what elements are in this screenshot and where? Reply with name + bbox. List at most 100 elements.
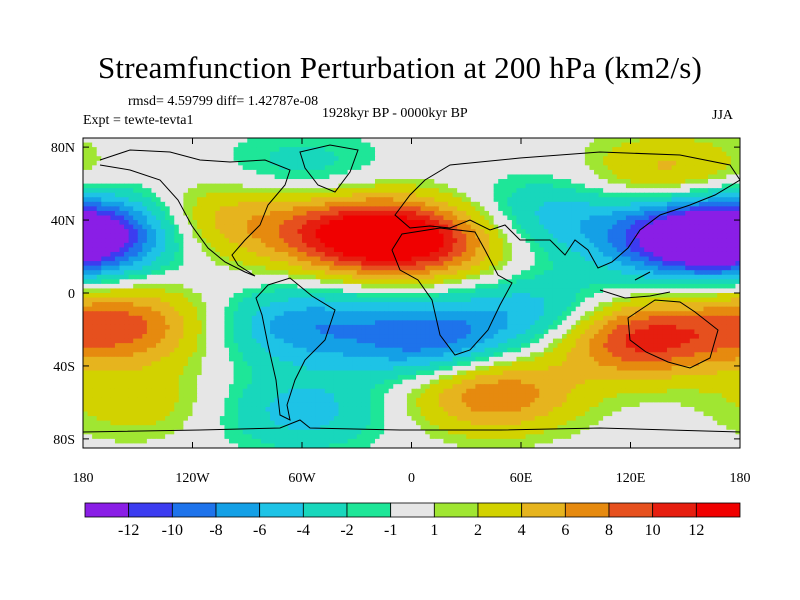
field-cell <box>644 288 650 294</box>
field-cell <box>594 229 600 235</box>
field-cell <box>580 206 586 212</box>
field-cell <box>370 274 376 280</box>
field-cell <box>160 147 166 153</box>
field-cell <box>128 283 134 290</box>
field-cell <box>493 206 499 212</box>
field-cell <box>215 147 221 153</box>
field-cell <box>443 188 449 194</box>
field-cell <box>352 247 358 253</box>
field-cell <box>539 279 545 285</box>
field-cell <box>101 229 107 235</box>
field-cell <box>607 179 613 185</box>
field-cell <box>557 183 563 189</box>
field-cell <box>384 238 390 244</box>
field-cell <box>671 288 677 294</box>
field-cell <box>676 247 682 253</box>
field-cell <box>662 265 668 271</box>
field-cell <box>730 215 737 221</box>
field-cell <box>302 247 308 253</box>
field-cell <box>197 283 203 290</box>
field-cell <box>219 151 226 157</box>
field-cell <box>229 233 235 239</box>
field-cell <box>594 169 600 176</box>
field-cell <box>694 261 700 267</box>
field-cell <box>156 210 162 217</box>
field-cell <box>242 147 248 153</box>
field-cell <box>288 270 294 276</box>
field-cell <box>657 238 664 244</box>
field-cell <box>260 288 267 294</box>
field-cell <box>552 156 559 162</box>
field-cell <box>457 197 463 203</box>
field-cell <box>562 274 568 280</box>
field-cell <box>201 183 207 189</box>
field-cell <box>324 151 330 157</box>
field-cell <box>137 274 143 280</box>
field-cell <box>708 215 714 221</box>
field-cell <box>667 279 673 285</box>
field-cell <box>530 274 536 280</box>
field-cell <box>388 265 394 271</box>
field-cell <box>238 165 244 171</box>
field-cell <box>260 151 267 157</box>
field-cell <box>644 251 650 258</box>
field-cell <box>575 183 581 189</box>
field-cell <box>584 210 591 217</box>
field-cell <box>635 238 641 244</box>
field-cell <box>438 293 445 299</box>
field-cell <box>657 147 664 153</box>
field-cell <box>92 270 98 276</box>
field-cell <box>133 220 139 226</box>
field-cell <box>105 283 111 290</box>
field-cell <box>279 192 285 198</box>
field-cell <box>128 169 134 176</box>
field-cell <box>393 147 399 153</box>
field-cell <box>229 179 235 185</box>
field-cell <box>530 183 536 189</box>
field-cell <box>420 210 426 217</box>
field-cell <box>260 138 267 144</box>
field-cell <box>124 138 130 144</box>
field-cell <box>698 138 705 144</box>
field-cell <box>92 233 98 239</box>
field-cell <box>110 274 116 280</box>
field-cell <box>324 270 330 276</box>
field-cell <box>653 201 659 207</box>
field-cell <box>516 251 522 258</box>
field-cell <box>726 274 732 280</box>
field-cell <box>365 183 372 189</box>
field-cell <box>639 215 645 221</box>
field-cell <box>347 265 353 271</box>
field-cell <box>689 265 695 271</box>
field-cell <box>302 215 308 221</box>
field-cell <box>265 197 271 203</box>
field-cell <box>370 224 376 230</box>
field-cell <box>452 206 458 212</box>
field-cell <box>379 188 385 194</box>
field-cell <box>324 251 330 258</box>
field-cell <box>648 142 654 148</box>
field-cell <box>251 147 257 153</box>
field-cell <box>534 183 540 189</box>
field-cell <box>584 251 591 258</box>
experiment-label: Expt = tewte-tevta1 <box>83 113 194 128</box>
field-cell <box>87 251 93 258</box>
field-cell <box>717 274 723 280</box>
field-cell <box>667 261 673 267</box>
field-cell <box>425 174 431 180</box>
field-cell <box>233 233 239 239</box>
field-cell <box>137 220 143 226</box>
field-cell <box>571 188 577 194</box>
field-cell <box>525 251 531 258</box>
field-cell <box>516 151 522 157</box>
field-cell <box>539 274 545 280</box>
field-cell <box>685 256 691 262</box>
field-cell <box>552 224 559 230</box>
field-cell <box>689 256 695 262</box>
field-cell <box>530 224 536 230</box>
field-cell <box>370 156 376 162</box>
field-cell <box>160 283 166 290</box>
field-cell <box>635 229 641 235</box>
field-cell <box>516 247 522 253</box>
field-cell <box>375 192 381 198</box>
